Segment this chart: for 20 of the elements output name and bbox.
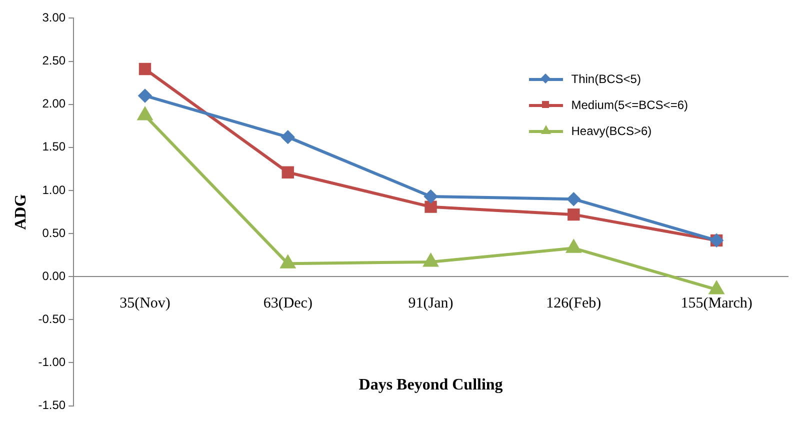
x-tick-label: 63(Dec) [263,296,312,312]
y-tick-label: -1.00 [38,355,66,370]
legend-label: Thin(BCS<5) [571,72,641,86]
y-tick-label: 2.50 [42,54,66,68]
y-tick-label: -0.50 [38,312,66,326]
y-tick-label: 1.50 [42,140,66,154]
y-tick-label: 2.00 [42,96,66,111]
x-tick-label: 91(Jan) [408,296,454,312]
legend-label: Heavy(BCS>6) [571,124,652,138]
y-tick-label: 0.50 [42,226,66,240]
y-axis-title: ADG [12,194,30,230]
legend-label: Medium(5<=BCS<=6) [571,98,688,112]
x-tick-label: 35(Nov) [120,296,170,312]
y-tick-label: 1.00 [42,182,66,197]
x-axis-title: Days Beyond Culling [358,376,503,394]
y-tick-label: 3.00 [42,10,66,25]
y-tick-label: 0.00 [42,268,66,283]
x-tick-label: 126(Feb) [546,296,602,312]
x-tick-label: 155(March) [680,296,752,312]
y-tick-label: -1.50 [38,398,66,412]
